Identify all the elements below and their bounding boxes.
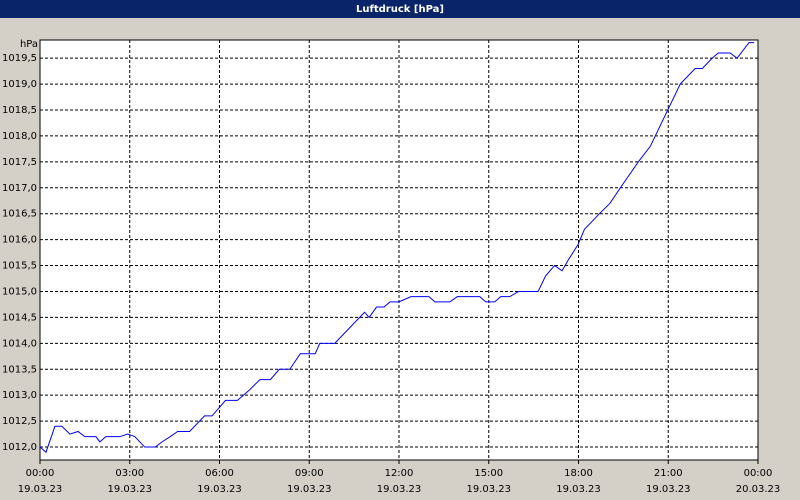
x-tick-date: 20.03.23 xyxy=(736,484,781,495)
x-tick-label: 21:00 xyxy=(654,468,683,479)
x-tick-date: 19.03.23 xyxy=(377,484,422,495)
x-tick-date: 19.03.23 xyxy=(556,484,601,495)
y-tick-label: 1015,0 xyxy=(2,286,37,297)
data-line xyxy=(39,42,755,454)
y-tick-label: 1014,5 xyxy=(2,312,37,323)
x-tick-date: 19.03.23 xyxy=(287,484,332,495)
x-tick-date: 19.03.23 xyxy=(18,484,63,495)
y-tick-label: 1015,5 xyxy=(2,261,37,272)
y-tick-label: 1017,0 xyxy=(2,183,37,194)
y-tick-label: 1016,5 xyxy=(2,209,37,220)
y-tick-label: 1012,5 xyxy=(2,416,37,427)
x-tick-label: 03:00 xyxy=(115,468,144,479)
x-tick-label: 09:00 xyxy=(295,468,324,479)
chart-title: Luftdruck [hPa] xyxy=(356,4,444,15)
y-tick-label: 1016,0 xyxy=(2,235,37,246)
y-tick-label: 1012,0 xyxy=(2,442,37,453)
y-tick-label: 1019,5 xyxy=(2,53,37,64)
title-bar xyxy=(0,0,800,18)
y-axis-label: hPa xyxy=(20,39,38,50)
x-tick-date: 19.03.23 xyxy=(107,484,152,495)
y-tick-label: 1013,5 xyxy=(2,364,37,375)
x-tick-label: 00:00 xyxy=(744,468,773,479)
x-tick-date: 19.03.23 xyxy=(466,484,511,495)
x-tick-label: 12:00 xyxy=(385,468,414,479)
x-tick-date: 19.03.23 xyxy=(646,484,691,495)
y-tick-label: 1014,0 xyxy=(2,338,37,349)
y-tick-label: 1019,0 xyxy=(2,79,37,90)
x-tick-label: 06:00 xyxy=(205,468,234,479)
y-tick-label: 1013,0 xyxy=(2,390,37,401)
y-tick-label: 1018,0 xyxy=(2,131,37,142)
y-tick-label: 1017,5 xyxy=(2,157,37,168)
x-tick-label: 00:00 xyxy=(26,468,55,479)
y-tick-label: 1018,5 xyxy=(2,105,37,116)
x-tick-label: 15:00 xyxy=(474,468,503,479)
x-tick-date: 19.03.23 xyxy=(197,484,242,495)
x-tick-label: 18:00 xyxy=(564,468,593,479)
